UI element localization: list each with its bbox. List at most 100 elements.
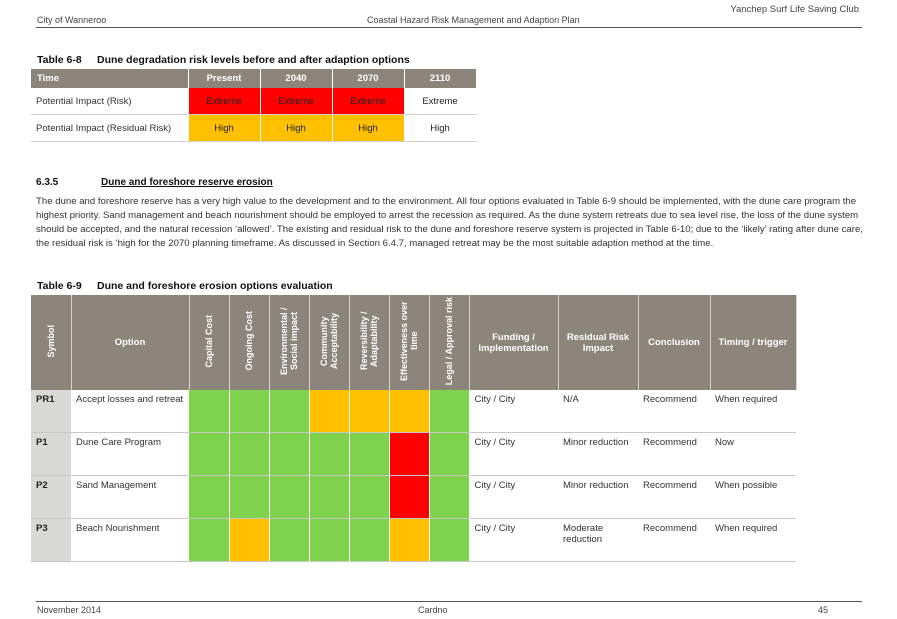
- rating-cell: [269, 518, 310, 562]
- table-6-9-number: Table 6-9: [37, 280, 82, 292]
- criterion-header: Capital Cost: [189, 295, 230, 390]
- rating-cell: [229, 390, 270, 433]
- rating-cell: [269, 475, 310, 519]
- timing-header: Timing / trigger: [710, 295, 797, 390]
- risk-level-cell: Extreme: [260, 88, 333, 115]
- table-6-9-row: PR1 Accept losses and retreat City / City N…: [31, 390, 796, 433]
- symbol-header: Symbol: [31, 295, 72, 390]
- table-6-8-col-header: Present: [188, 69, 261, 88]
- table-6-9-row: P3 Beach Nourishment City / City Moderate r…: [31, 518, 796, 562]
- table-6-8-col-header: 2040: [260, 69, 333, 88]
- residual-risk-cell: Minor reduction: [558, 432, 638, 476]
- table-6-8-header-row: Time Present 2040 2070 2110: [31, 69, 477, 88]
- rating-cell: [269, 390, 310, 433]
- timing-cell: When possible: [710, 475, 796, 519]
- residual-risk-header: Residual Risk Impact: [558, 295, 639, 390]
- criterion-header: Environmental / Social impact: [269, 295, 310, 390]
- table-6-9: Symbol Option Capital Cost Ongoing Cost …: [31, 295, 797, 562]
- criterion-header: Effectiveness over time: [389, 295, 430, 390]
- header-document-title: Coastal Hazard Risk Management and Adapt…: [367, 15, 580, 25]
- rating-cell: [309, 518, 350, 562]
- table-6-9-row: P1 Dune Care Program City / City Minor redu…: [31, 432, 796, 476]
- rating-cell: [389, 518, 430, 562]
- conclusion-cell: Recommend: [638, 432, 710, 476]
- timing-cell: When required: [710, 390, 796, 433]
- table-6-8-number: Table 6-8: [37, 54, 82, 66]
- row-label: Potential Impact (Residual Risk): [31, 114, 189, 142]
- option-symbol: P3: [31, 518, 71, 562]
- footer-divider: [36, 601, 862, 602]
- row-label: Potential Impact (Risk): [31, 88, 189, 115]
- rating-cell: [349, 432, 390, 476]
- risk-level-cell: High: [332, 114, 405, 142]
- residual-risk-cell: Moderate reduction: [558, 518, 638, 562]
- section-paragraph: The dune and foreshore reserve has a ver…: [36, 196, 863, 250]
- footer-company: Cardno: [418, 605, 448, 615]
- rating-cell: [349, 475, 390, 519]
- funding-cell: City / City: [469, 390, 558, 433]
- table-6-8-title: Dune degradation risk levels before and …: [97, 54, 410, 66]
- funding-header: Funding / Implementation: [469, 295, 559, 390]
- timing-cell: Now: [710, 432, 796, 476]
- table-6-9-title: Dune and foreshore erosion options evalu…: [97, 280, 333, 292]
- option-name: Dune Care Program: [71, 432, 189, 476]
- risk-level-cell: High: [404, 114, 477, 142]
- footer-date: November 2014: [37, 605, 102, 615]
- risk-level-cell: Extreme: [404, 88, 477, 115]
- option-header: Option: [71, 295, 190, 390]
- rating-cell: [229, 475, 270, 519]
- table-6-8-col-header: 2070: [332, 69, 405, 88]
- rating-cell: [349, 518, 390, 562]
- rating-cell: [389, 432, 430, 476]
- option-symbol: PR1: [31, 390, 71, 433]
- table-6-9-header-row: Symbol Option Capital Cost Ongoing Cost …: [31, 295, 797, 390]
- rating-cell: [229, 432, 270, 476]
- rating-cell: [189, 390, 230, 433]
- criterion-header: Ongoing Cost: [229, 295, 270, 390]
- conclusion-header: Conclusion: [638, 295, 711, 390]
- funding-cell: City / City: [469, 518, 558, 562]
- risk-level-cell: Extreme: [332, 88, 405, 115]
- rating-cell: [229, 518, 270, 562]
- option-symbol: P2: [31, 475, 71, 519]
- rating-cell: [189, 432, 230, 476]
- rating-cell: [429, 390, 470, 433]
- option-symbol: P1: [31, 432, 71, 476]
- table-6-8-col-header: 2110: [404, 69, 477, 88]
- header-organisation: Yanchep Surf Life Saving Club: [730, 4, 859, 15]
- section-number: 6.3.5: [36, 177, 59, 188]
- rating-cell: [189, 518, 230, 562]
- option-name: Beach Nourishment: [71, 518, 189, 562]
- table-6-8-row: Potential Impact (Risk) Extreme Extreme Ext…: [31, 88, 477, 115]
- table-6-9-caption: Table 6-9 Dune and foreshore erosion opti…: [37, 280, 333, 292]
- rating-cell: [429, 475, 470, 519]
- risk-level-cell: High: [260, 114, 333, 142]
- rating-cell: [429, 518, 470, 562]
- option-name: Accept losses and retreat: [71, 390, 189, 433]
- header-client: City of Wanneroo: [37, 15, 107, 25]
- conclusion-cell: Recommend: [638, 390, 710, 433]
- timing-cell: When required: [710, 518, 796, 562]
- table-6-9-row: P2 Sand Management City / City Minor reduct…: [31, 475, 796, 519]
- table-6-8: Time Present 2040 2070 2110 Potential Im…: [31, 69, 477, 142]
- option-name: Sand Management: [71, 475, 189, 519]
- rating-cell: [349, 390, 390, 433]
- table-6-8-col-header: Time: [31, 69, 189, 88]
- rating-cell: [389, 475, 430, 519]
- rating-cell: [189, 475, 230, 519]
- table-6-8-row: Potential Impact (Residual Risk) High High…: [31, 114, 477, 142]
- section-title: Dune and foreshore reserve erosion: [101, 177, 273, 188]
- residual-risk-cell: Minor reduction: [558, 475, 638, 519]
- rating-cell: [269, 432, 310, 476]
- rating-cell: [309, 390, 350, 433]
- residual-risk-cell: N/A: [558, 390, 638, 433]
- rating-cell: [389, 390, 430, 433]
- conclusion-cell: Recommend: [638, 518, 710, 562]
- page-number: 45: [818, 605, 829, 615]
- criterion-header: Legal / Approval risk: [429, 295, 470, 390]
- rating-cell: [309, 475, 350, 519]
- rating-cell: [309, 432, 350, 476]
- funding-cell: City / City: [469, 475, 558, 519]
- table-6-8-caption: Table 6-8 Dune degradation risk levels be…: [37, 54, 410, 66]
- risk-level-cell: High: [188, 114, 261, 142]
